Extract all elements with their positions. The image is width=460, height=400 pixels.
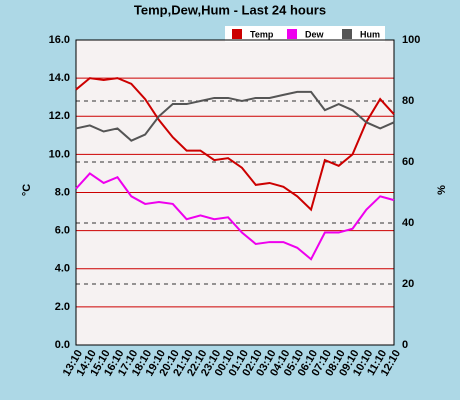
- legend-swatch: [232, 29, 242, 39]
- y-tick-label: 2.0: [55, 301, 70, 313]
- series-line: [75, 172, 395, 261]
- y2-tick-label: 80: [402, 95, 414, 107]
- y-tick-label: 6.0: [55, 225, 70, 237]
- y2-tick-label: 40: [402, 217, 414, 229]
- y-tick-label: 0.0: [55, 339, 70, 351]
- y-tick-label: 8.0: [55, 186, 70, 198]
- legend-swatch: [287, 29, 297, 39]
- y-tick-label: 4.0: [55, 263, 70, 275]
- y-tick-label: 14.0: [49, 72, 70, 84]
- y-tick-label: 12.0: [49, 110, 70, 122]
- plot-border: [75, 39, 395, 346]
- chart-title: Temp,Dew,Hum - Last 24 hours: [134, 2, 326, 17]
- y2-axis-label: %: [436, 185, 448, 195]
- y2-tick-label: 0: [402, 339, 408, 351]
- series-line: [75, 77, 395, 212]
- y-tick-label: 10.0: [49, 148, 70, 160]
- y-axis-label: °C: [21, 184, 33, 196]
- legend-label: Hum: [360, 29, 380, 39]
- legend-swatch: [342, 29, 352, 39]
- legend-label: Dew: [305, 29, 325, 39]
- legend-label: Temp: [250, 29, 274, 39]
- y2-tick-label: 20: [402, 278, 414, 290]
- y-tick-label: 16.0: [49, 34, 70, 46]
- series-line: [75, 90, 395, 142]
- y2-tick-label: 60: [402, 156, 414, 168]
- y2-tick-label: 100: [402, 34, 420, 46]
